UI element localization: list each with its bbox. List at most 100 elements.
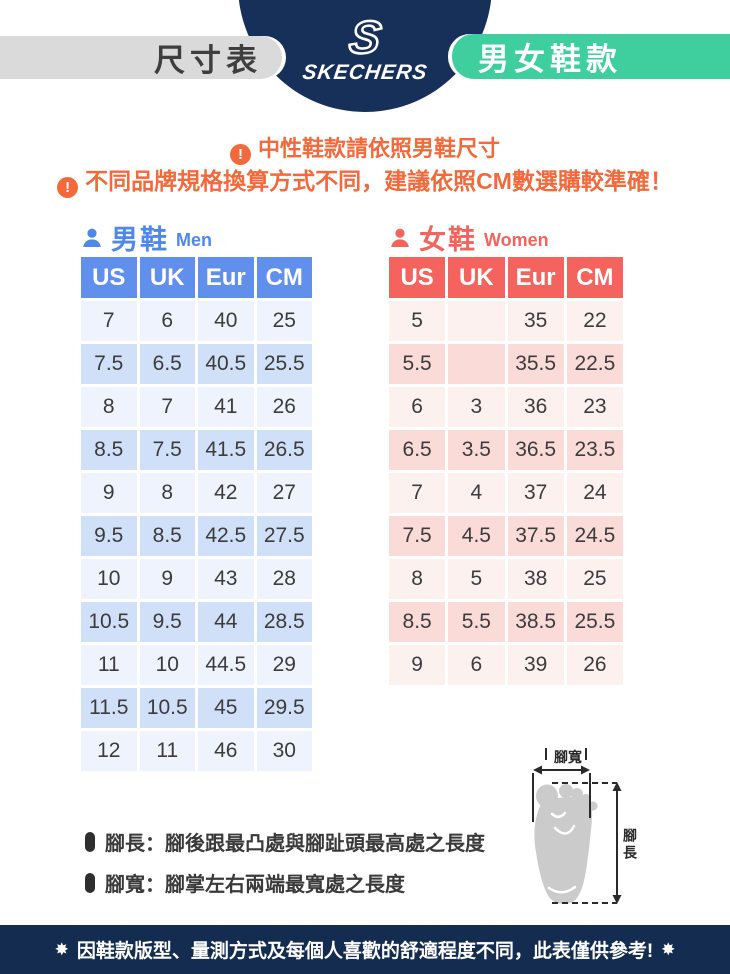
footer-disclaimer-bar: ✸ 因鞋款版型、量測方式及每個人喜歡的舒適程度不同，此表僅供參考! ✸ <box>0 925 730 974</box>
size-cell: 38 <box>507 559 564 599</box>
size-cell: 7 <box>389 473 446 513</box>
size-cell: 25.5 <box>566 602 623 642</box>
size-cell: 25 <box>566 559 623 599</box>
foot-width-label: 腳寬 <box>554 749 582 765</box>
size-cell: 9.5 <box>139 602 195 642</box>
size-cell: 26 <box>566 645 623 685</box>
size-cell: 5.5 <box>448 602 505 642</box>
size-cell: 39 <box>507 645 564 685</box>
size-cell: 35 <box>507 301 564 341</box>
size-cell: 10 <box>81 559 137 599</box>
notice-cm-text: 不同品牌規格換算方式不同，建議依照CM數選購較準確！ <box>85 168 673 194</box>
alert-icon: ! <box>57 177 79 198</box>
size-cell: 7.5 <box>81 344 137 384</box>
size-cell: 41.5 <box>198 430 254 470</box>
size-cell: 27 <box>256 473 312 513</box>
size-cell: 4.5 <box>448 516 505 556</box>
notice-unisex-text: 中性鞋款請依照男鞋尺寸 <box>257 136 500 161</box>
size-cell: 3.5 <box>448 430 505 470</box>
size-cell: 38.5 <box>507 602 564 642</box>
size-cell: 27.5 <box>256 516 312 556</box>
men-title-zh: 男鞋 <box>111 225 169 255</box>
size-cell: 40 <box>198 301 254 341</box>
size-cell: 43 <box>198 559 254 599</box>
bullet-pill-icon <box>85 872 95 893</box>
size-cell: 9 <box>139 559 195 599</box>
size-cell: 3 <box>448 387 505 427</box>
page-title: 尺寸表 <box>154 43 262 78</box>
category-badge: 男女鞋款 <box>452 34 730 79</box>
size-cell: 10.5 <box>139 688 195 728</box>
size-cell: 37 <box>507 473 564 513</box>
size-cell: 5.5 <box>389 344 446 384</box>
size-column-header: UK <box>139 257 195 298</box>
size-cell: 26.5 <box>256 430 312 470</box>
legend-foot-width: 腳寬：腳掌左右兩端最寬處之長度 <box>85 868 405 897</box>
category-badge-label: 男女鞋款 <box>478 42 622 77</box>
size-cell: 24.5 <box>566 516 623 556</box>
size-cell: 23.5 <box>566 430 623 470</box>
women-title-zh: 女鞋 <box>419 225 477 255</box>
size-cell: 10.5 <box>81 602 137 642</box>
size-column-header: Eur <box>507 257 564 298</box>
skechers-s-icon: S <box>345 10 385 65</box>
size-cell: 8.5 <box>139 516 195 556</box>
men-section-title: 男鞋 Men <box>80 218 212 257</box>
men-size-table: US UK Eur CM 7 6 40 25 7.5 6.5 40.5 25.5 8 7 41 26 8.5 7.… <box>81 257 312 771</box>
size-column-header: Eur <box>198 257 254 298</box>
foot-measurement-diagram <box>532 748 622 904</box>
size-cell: 45 <box>198 688 254 728</box>
size-cell: 6 <box>448 645 505 685</box>
size-cell: 37.5 <box>507 516 564 556</box>
size-cell: 22 <box>566 301 623 341</box>
person-icon <box>391 228 409 247</box>
size-column-header: CM <box>256 257 312 298</box>
size-cell: 12 <box>81 731 137 771</box>
legend-foot-length-text: 腳長：腳後跟最凸處與腳趾頭最高處之長度 <box>105 833 485 855</box>
foot-shape <box>534 784 598 904</box>
size-cell: 4 <box>448 473 505 513</box>
footer-disclaimer-text: 因鞋款版型、量測方式及每個人喜歡的舒適程度不同，此表僅供參考! <box>76 941 654 962</box>
size-cell: 8.5 <box>389 602 446 642</box>
size-cell: 25.5 <box>256 344 312 384</box>
notice-cm: ! 不同品牌規格換算方式不同，建議依照CM數選購較準確！ <box>0 162 730 198</box>
size-cell: 46 <box>198 731 254 771</box>
men-title-en: Men <box>176 230 212 250</box>
size-cell: 30 <box>256 731 312 771</box>
bullet-pill-icon <box>85 831 95 852</box>
size-cell: 7 <box>139 387 195 427</box>
women-title-en: Women <box>484 230 549 250</box>
size-cell: 23 <box>566 387 623 427</box>
legend-foot-width-text: 腳寬：腳掌左右兩端最寬處之長度 <box>105 874 405 896</box>
size-cell: 5 <box>448 559 505 599</box>
size-column-header: US <box>389 257 446 298</box>
size-column-header: CM <box>566 257 623 298</box>
size-cell: 28.5 <box>256 602 312 642</box>
size-cell <box>448 344 505 384</box>
size-column-header: US <box>81 257 137 298</box>
size-cell: 29 <box>256 645 312 685</box>
size-cell: 42.5 <box>198 516 254 556</box>
notice-unisex: ! 中性鞋款請依照男鞋尺寸 <box>0 131 730 165</box>
size-cell: 6.5 <box>139 344 195 384</box>
size-cell: 9.5 <box>81 516 137 556</box>
size-cell: 6.5 <box>389 430 446 470</box>
person-icon <box>83 228 101 247</box>
size-cell: 40.5 <box>198 344 254 384</box>
size-cell: 26 <box>256 387 312 427</box>
size-cell: 36 <box>507 387 564 427</box>
length-dimension-arrow <box>552 782 622 904</box>
size-cell: 7.5 <box>139 430 195 470</box>
title-badge: 尺寸表 <box>0 36 282 79</box>
size-cell: 8 <box>81 387 137 427</box>
size-cell: 7 <box>81 301 137 341</box>
size-cell: 8 <box>389 559 446 599</box>
size-cell: 22.5 <box>566 344 623 384</box>
foot-crease-lines <box>547 811 577 894</box>
size-cell: 9 <box>389 645 446 685</box>
size-cell: 8.5 <box>81 430 137 470</box>
size-cell: 5 <box>389 301 446 341</box>
women-section-title: 女鞋 Women <box>388 218 549 257</box>
size-cell: 44 <box>198 602 254 642</box>
